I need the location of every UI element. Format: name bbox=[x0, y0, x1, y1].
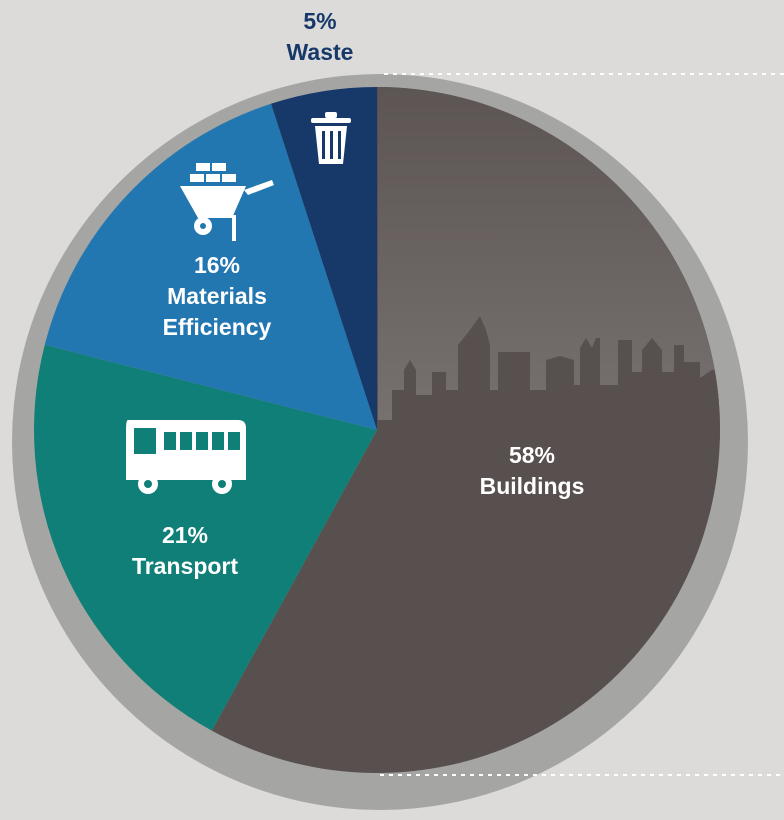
category-label: Waste bbox=[286, 39, 354, 65]
pie-slice bbox=[44, 103, 378, 431]
category-label: Transport bbox=[131, 553, 239, 579]
trash-icon bbox=[311, 112, 351, 164]
pie-slice bbox=[33, 344, 377, 731]
bus-icon bbox=[126, 420, 246, 494]
slice-label: 16% Materials Efficiency bbox=[117, 250, 317, 343]
value-label: 16% bbox=[193, 252, 241, 278]
category-label: Materials Efficiency bbox=[162, 283, 272, 340]
value-label: 21% bbox=[161, 522, 209, 548]
value-label: 58% bbox=[508, 442, 556, 468]
slice-label: 5% Waste bbox=[220, 6, 420, 68]
category-label: Buildings bbox=[479, 473, 585, 499]
wheelbarrow-icon bbox=[180, 163, 274, 241]
pie-slice bbox=[271, 87, 377, 430]
slice-label: 58% Buildings bbox=[432, 440, 632, 502]
slice-label: 21% Transport bbox=[85, 520, 285, 582]
value-label: 5% bbox=[303, 8, 337, 34]
